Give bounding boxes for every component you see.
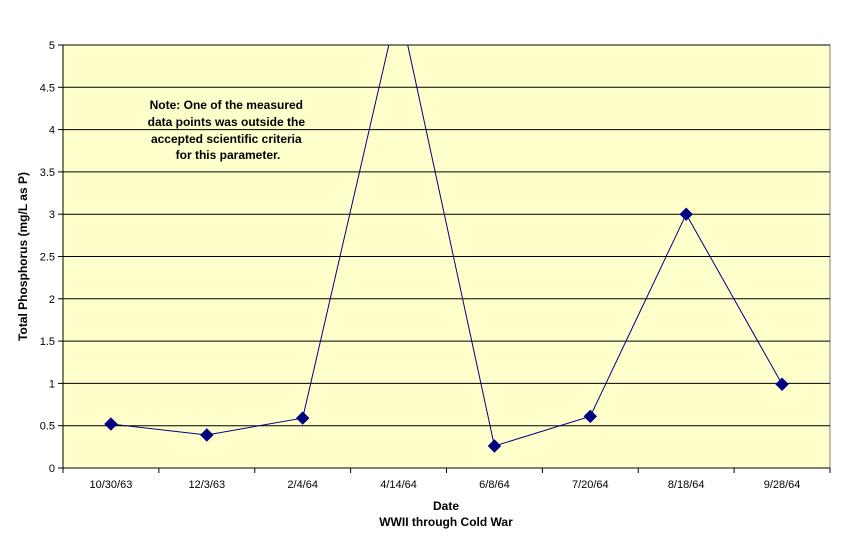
y-tick-label: 4.5	[40, 82, 55, 94]
y-tick-label: 1.5	[40, 336, 55, 348]
data-point-marker	[393, 0, 405, 9]
y-tick-label: 0	[49, 463, 55, 475]
x-tick-label: 6/8/64	[479, 479, 510, 491]
x-tick-label: 7/20/64	[572, 479, 609, 491]
data-point-marker	[200, 428, 214, 442]
annotation-line: for this parameter.	[176, 148, 281, 162]
y-tick-label: 0.5	[40, 421, 55, 433]
y-tick-label: 4	[49, 125, 55, 137]
x-tick-label: 2/4/64	[287, 479, 318, 491]
x-tick-label: 4/14/64	[380, 479, 417, 491]
y-tick-label: 5	[49, 40, 55, 52]
x-tick-label: 10/30/63	[90, 479, 133, 491]
data-point-marker	[679, 207, 693, 221]
series	[104, 0, 789, 453]
annotation-note: Note: One of the measured data points wa…	[148, 98, 309, 162]
x-axis-ticks: 10/30/63 12/3/63 2/4/64 4/14/64 6/8/64 7/20/6…	[62, 467, 831, 491]
x-axis-subtitle: WWII through Cold War	[379, 515, 513, 529]
y-tick-label: 2.5	[40, 252, 55, 264]
x-axis-title: Date	[433, 499, 459, 513]
y-axis-ticks: 0 0.5 1 1.5 2 2.5 3 3.5 4 4.5 5	[40, 40, 64, 475]
data-point-marker	[295, 411, 310, 425]
x-tick-label: 9/28/64	[764, 479, 801, 491]
y-tick-label: 3	[49, 209, 55, 221]
data-point-marker	[104, 417, 118, 431]
x-tick-label: 12/3/63	[188, 479, 225, 491]
y-tick-label: 2	[49, 294, 55, 306]
annotation-line: accepted scientific criteria	[151, 132, 302, 146]
y-tick-label: 1	[49, 378, 55, 390]
y-axis-title: Total Phosphorus (mg/L as P)	[16, 172, 30, 341]
x-tick-label: 8/18/64	[668, 479, 705, 491]
data-point-marker	[583, 409, 598, 424]
annotation-line: Note: One of the measured	[150, 98, 303, 112]
data-point-marker	[775, 377, 789, 391]
grid-lines	[63, 44, 830, 427]
data-point-marker	[487, 439, 502, 453]
y-tick-label: 3.5	[40, 167, 55, 179]
annotation-line: data points was outside the	[148, 115, 306, 129]
series-line	[110, 45, 783, 447]
